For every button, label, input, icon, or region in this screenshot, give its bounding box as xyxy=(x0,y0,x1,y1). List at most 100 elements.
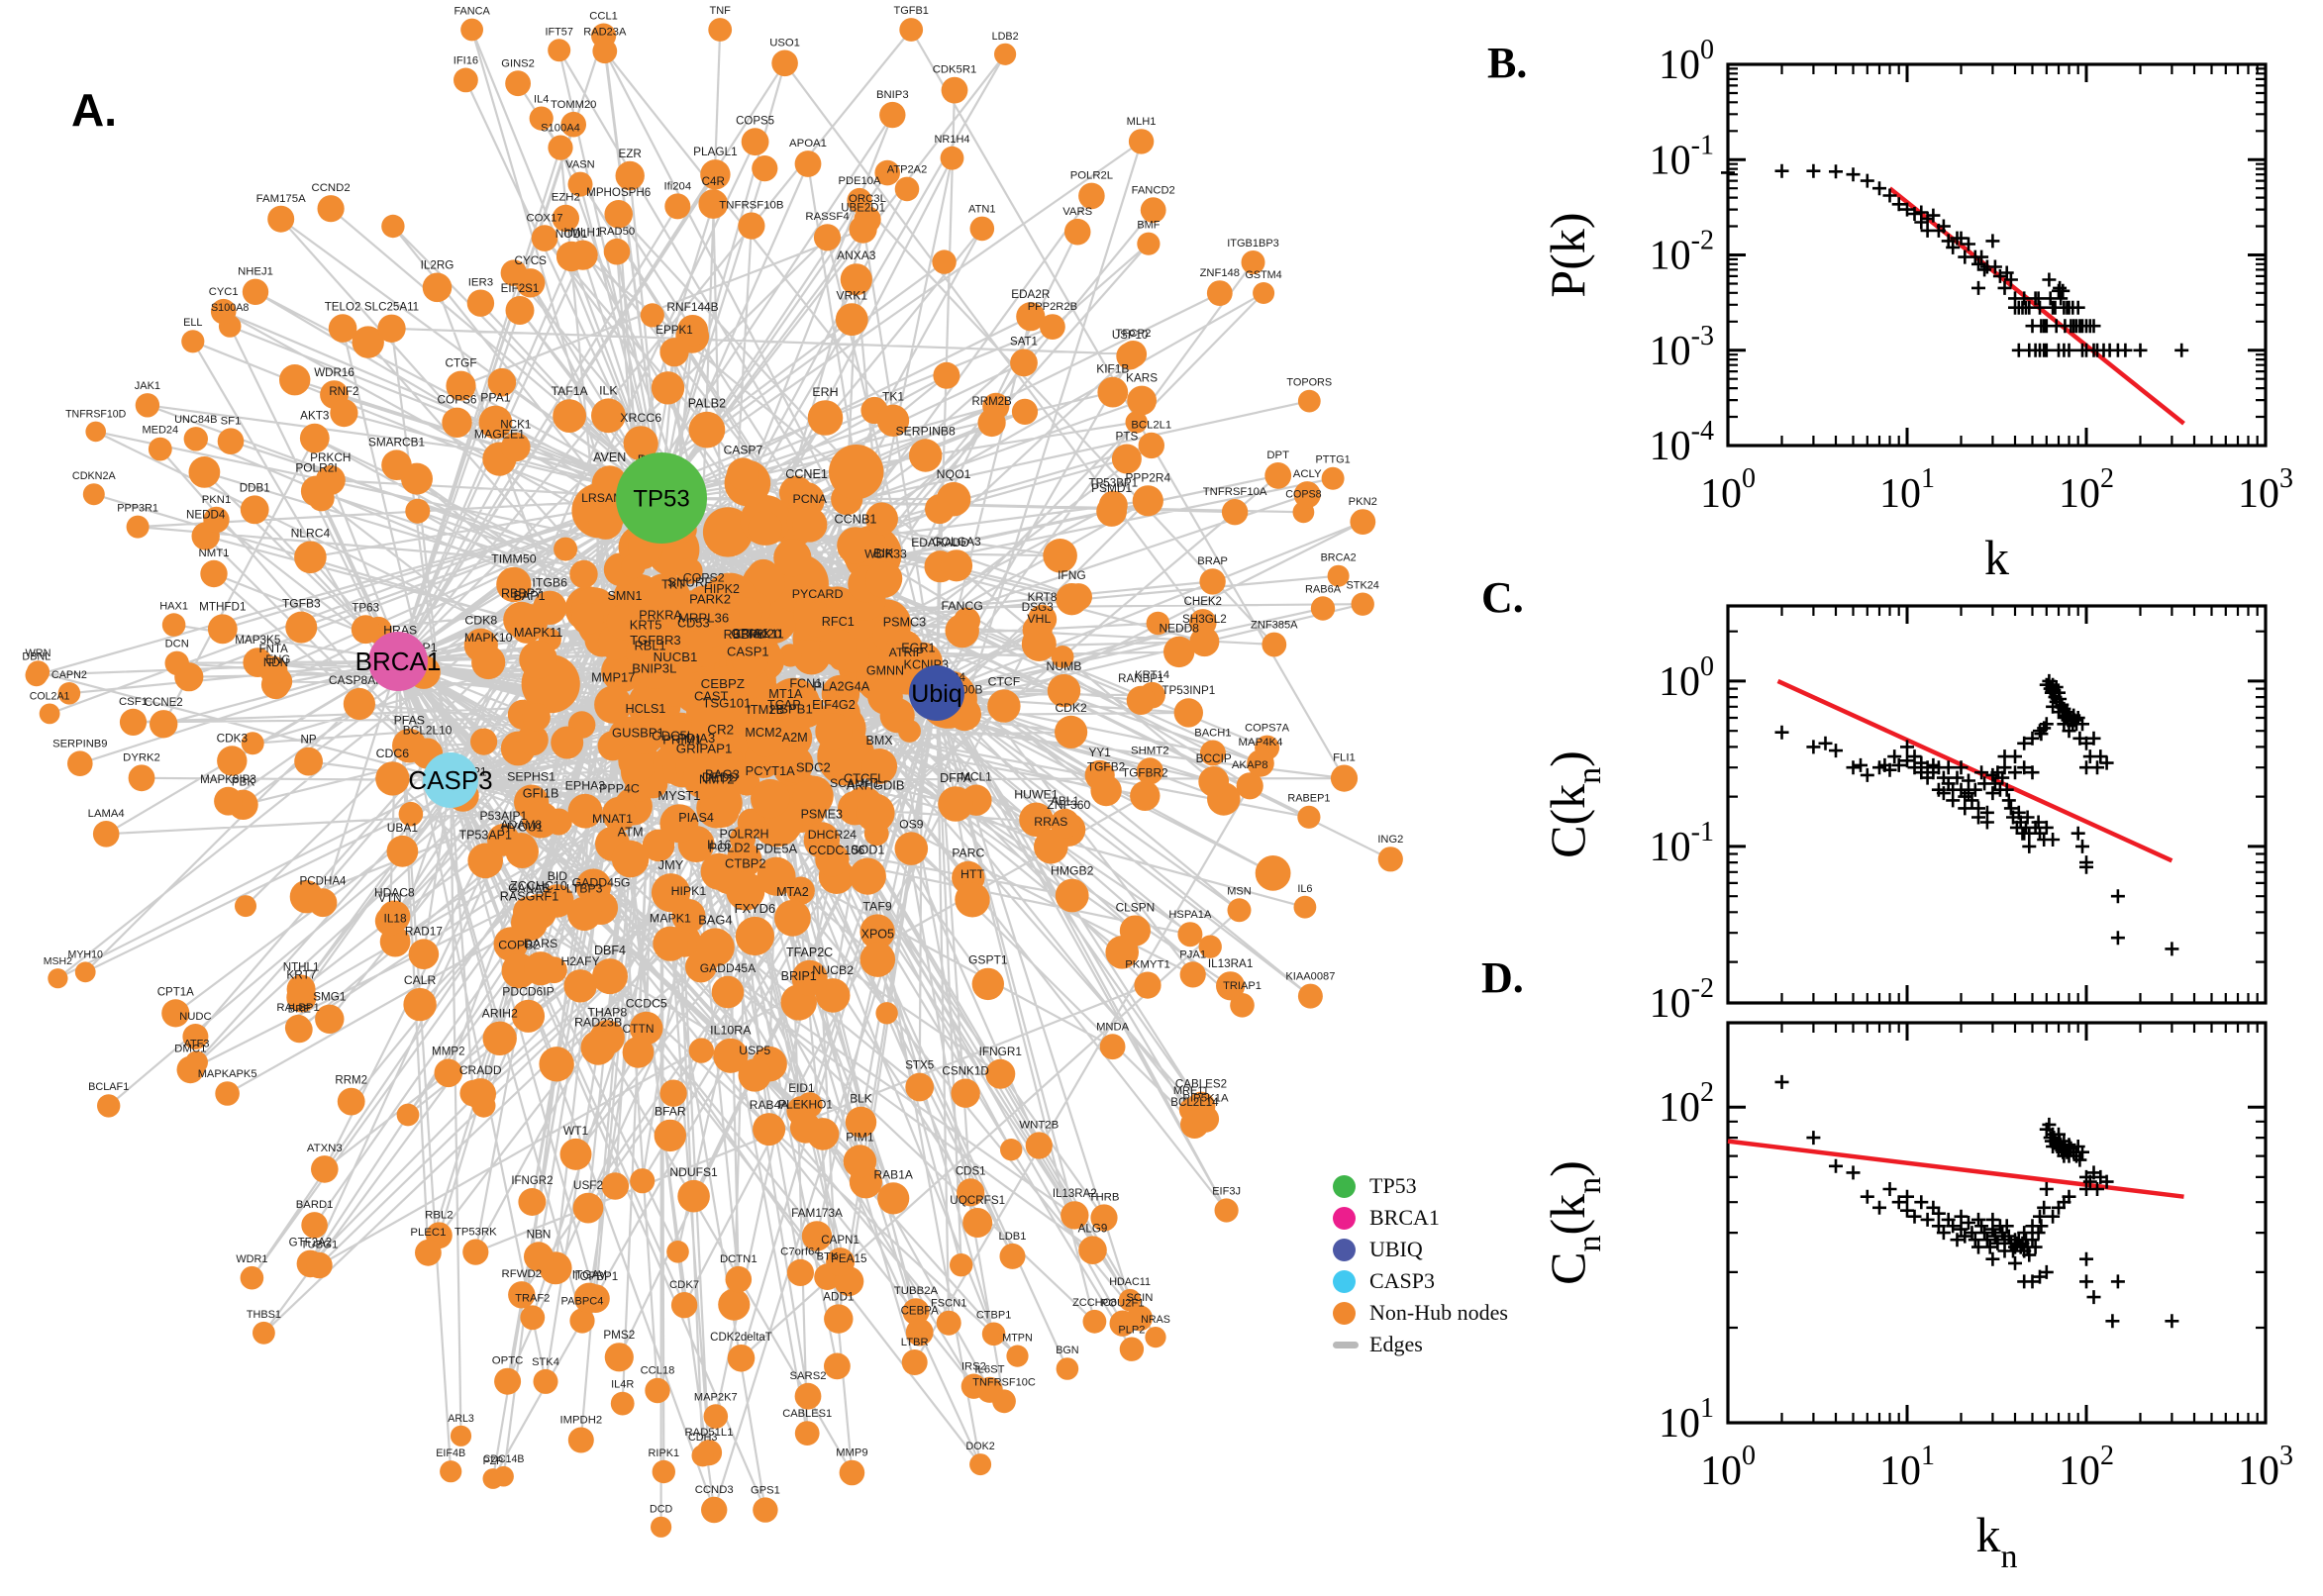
network-node-label: NOD1 xyxy=(556,227,588,241)
network-node xyxy=(317,195,345,223)
network-node-label: C7orf20 xyxy=(736,627,781,642)
hub-node-brca1 xyxy=(368,632,428,691)
network-node xyxy=(1191,1105,1220,1133)
network-node-label: DMC1 xyxy=(174,1044,206,1055)
hub-label-tp53: TP53 xyxy=(633,485,689,512)
network-node-label: MAP3K5 xyxy=(235,634,281,647)
network-node xyxy=(567,171,593,197)
network-node-label: NHEJ1 xyxy=(238,266,273,278)
network-node xyxy=(210,298,237,325)
network-node-label: CTTN xyxy=(623,1022,655,1036)
network-node-label: PARC xyxy=(952,847,984,860)
network-node xyxy=(478,405,513,440)
legend-item-label: Non-Hub nodes xyxy=(1369,1300,1508,1325)
network-node-label: MSH2 xyxy=(44,955,72,967)
network-node xyxy=(1327,564,1350,587)
network-node-label: DBNL xyxy=(22,651,50,663)
hub-node-casp3 xyxy=(423,752,478,808)
network-node xyxy=(1000,1139,1023,1161)
network-node-label: TUBB2A xyxy=(894,1285,939,1297)
axis-tick-label: 101 xyxy=(1879,1441,1935,1494)
network-node xyxy=(552,204,579,233)
major-ticks xyxy=(1726,1023,2268,1425)
network-node xyxy=(792,775,834,817)
network-node-label: VTN xyxy=(378,891,402,905)
network-node-label: CABLES1 xyxy=(782,1408,832,1420)
network-node-label: RRM2 xyxy=(335,1075,367,1087)
plot-frame xyxy=(1726,604,2268,1005)
network-node xyxy=(905,1318,934,1347)
network-node-label: ZNF148 xyxy=(1200,267,1240,279)
network-node-label: NBN xyxy=(527,1228,552,1241)
edge-swatch-icon xyxy=(1333,1341,1359,1348)
network-node xyxy=(731,642,768,679)
network-node xyxy=(591,398,626,434)
network-node-label: RAD51L1 xyxy=(685,1427,734,1439)
network-node-label: ITGB1BP3 xyxy=(1227,238,1279,249)
network-node xyxy=(909,439,943,472)
network-node xyxy=(573,1282,605,1314)
network-node xyxy=(1163,636,1195,668)
axis-tick-label: 10-2 xyxy=(1650,226,1714,279)
network-node-label: IER3 xyxy=(468,277,493,289)
network-node-label: PTS xyxy=(1116,431,1139,444)
network-node xyxy=(128,764,155,792)
network-node-label: RAD17 xyxy=(405,924,443,938)
network-node xyxy=(623,426,658,461)
network-node-label: BCCIP xyxy=(1196,751,1232,765)
legend-item-label: TP53 xyxy=(1369,1173,1417,1198)
network-node-label: HDAC8 xyxy=(374,886,415,900)
network-node xyxy=(651,371,685,405)
network-node-label: ZNF360 xyxy=(1047,798,1090,812)
network-node xyxy=(1227,898,1252,923)
network-node-label: CTCFL xyxy=(844,770,885,785)
network-node xyxy=(1128,129,1155,154)
network-node xyxy=(789,1112,822,1144)
network-node-label: TOPBP1 xyxy=(573,1270,619,1283)
minor-ticks xyxy=(1728,1023,2266,1423)
network-node xyxy=(731,597,763,629)
network-node xyxy=(803,822,840,858)
network-node xyxy=(1137,232,1161,255)
network-node-label: CCDC5 xyxy=(626,997,667,1011)
node-swatch-icon xyxy=(1333,1174,1356,1198)
network-node xyxy=(1350,509,1376,535)
network-node xyxy=(700,159,731,190)
network-node-label: FLI1 xyxy=(1333,752,1356,764)
network-node xyxy=(829,445,884,500)
network-node-label: PEA15 xyxy=(831,1252,867,1265)
network-node xyxy=(677,1179,710,1213)
network-node xyxy=(1126,685,1156,716)
network-node xyxy=(741,128,769,156)
network-node-label: TOMM20 xyxy=(551,99,596,111)
network-node xyxy=(651,1516,672,1538)
network-node xyxy=(242,278,269,305)
network-node-label: RASGRF1 xyxy=(500,889,558,903)
network-node xyxy=(460,18,483,42)
network-node-label: TNFRSF10B xyxy=(719,200,783,212)
network-node xyxy=(554,537,578,561)
network-node xyxy=(164,650,189,675)
network-node-label: IFNGR2 xyxy=(511,1175,553,1187)
network-node-label: HDAC11 xyxy=(1109,1276,1151,1288)
network-node-label: JAK1 xyxy=(135,380,160,392)
network-node-label: GADD45G xyxy=(572,876,631,890)
network-node xyxy=(629,1011,663,1046)
axis-tick-label: 10-2 xyxy=(1650,973,1714,1027)
network-node xyxy=(1127,385,1157,416)
network-node-label: MAPK10 xyxy=(464,631,513,645)
network-node xyxy=(1255,855,1291,891)
network-node xyxy=(725,1265,753,1293)
network-node-label: HYOU1 xyxy=(501,821,543,835)
network-node xyxy=(955,882,990,918)
network-node-label: ATXN3 xyxy=(307,1143,343,1154)
hub-node-tp53 xyxy=(616,452,707,544)
network-node xyxy=(1377,847,1403,872)
network-node-label: TAF9 xyxy=(862,899,891,913)
network-node-label: FSCN1 xyxy=(931,1298,966,1310)
network-node xyxy=(464,1078,497,1110)
network-node-label: FNTA xyxy=(259,644,289,655)
network-node xyxy=(592,958,628,995)
network-node-label: UBA1 xyxy=(387,821,419,835)
network-node-label: ATRIP xyxy=(889,646,925,659)
